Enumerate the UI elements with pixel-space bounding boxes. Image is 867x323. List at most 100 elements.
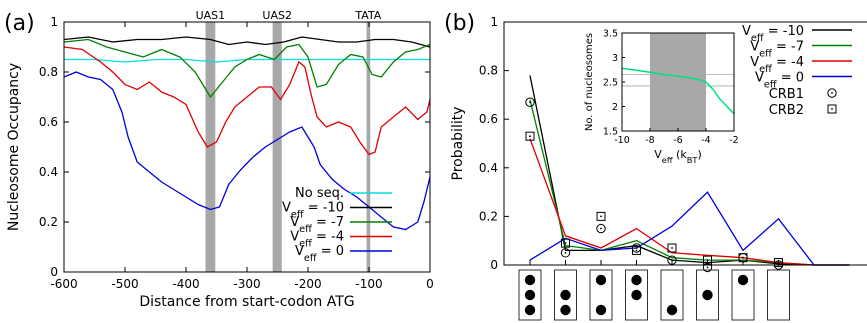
x-tick-label: -600 xyxy=(50,277,77,291)
marker-crb1-dot xyxy=(706,266,709,269)
marker-crb2-dot xyxy=(706,259,709,262)
panel-a: (a) UAS1 UAS2 TATA 0 0.2 0.4 0.6 0.8 1 -600 -500… xyxy=(4,9,434,310)
legend-label: Veff = -10 xyxy=(282,201,344,221)
marker-crb1-dot xyxy=(529,101,531,104)
marker-crb2 xyxy=(738,253,748,263)
panel-a-y-axis-label: Nucleosome Occupancy xyxy=(6,63,22,231)
legend-label: Veff = -4 xyxy=(750,55,804,75)
y-tick-label: 0.6 xyxy=(39,115,58,129)
legend-label: Veff = -10 xyxy=(742,24,804,44)
inset-y-tick-label: 3 xyxy=(612,53,618,64)
y-tick-label: 0 xyxy=(50,265,58,279)
series-line-1 xyxy=(63,36,431,48)
y-tick-label: 0 xyxy=(490,258,498,272)
y-tick-label: 1 xyxy=(490,15,498,29)
marker-crb1-dot xyxy=(635,247,638,249)
marker-crb2 xyxy=(667,243,677,253)
panel-b: (b) 0 0.2 0.4 0.6 0.8 1 Probability Veff = -1… xyxy=(444,11,867,321)
x-tick-label: -100 xyxy=(355,277,382,291)
legend-label: Veff = -4 xyxy=(290,230,344,250)
nucleosome-dot xyxy=(702,289,713,301)
legend-label: Veff = -7 xyxy=(290,215,344,235)
inset-y-tick-label: 2.5 xyxy=(603,78,618,89)
marker-crb1-dot xyxy=(600,227,602,230)
y-tick-label: 0.2 xyxy=(39,215,58,229)
inset-y-axis-label: No. of nucleosomes xyxy=(584,33,595,131)
inset-shaded-region xyxy=(650,33,706,131)
region-label-tata: TATA xyxy=(354,9,381,22)
panel-a-label: (a) xyxy=(4,11,35,36)
marker-crb2-dot xyxy=(600,215,602,218)
region-band-uas1 xyxy=(205,22,216,272)
marker-crb2 xyxy=(774,258,783,268)
marker-crb1 xyxy=(560,248,571,258)
panel-b-y-axis-label: Probability xyxy=(450,106,466,180)
marker-crb2-dot xyxy=(564,242,567,245)
marker-crb2 xyxy=(561,238,570,248)
series-line-4 xyxy=(63,71,431,231)
nucleosome-dot xyxy=(737,274,749,286)
legend-label: CRB2 xyxy=(769,103,804,118)
inset-x-tick-label: -6 xyxy=(673,135,682,146)
legend-label: Veff = -7 xyxy=(750,40,804,60)
panel-b-label: (b) xyxy=(444,11,475,36)
marker-crb2-dot xyxy=(742,256,744,259)
inset-y-tick-label: 3.5 xyxy=(603,29,618,40)
configuration-box xyxy=(589,269,613,321)
nucleosome-dot xyxy=(595,274,607,286)
inset-x-axis-label: Veff (kBT) xyxy=(654,148,701,165)
series-line-3 xyxy=(529,191,850,266)
marker-crb2 xyxy=(525,131,535,141)
y-tick-label: 0.8 xyxy=(39,65,58,79)
legend-marker-dot xyxy=(831,92,833,94)
nucleosome-dot xyxy=(524,304,536,316)
configuration-box xyxy=(518,269,542,321)
inset-series-line xyxy=(621,67,735,115)
x-tick-label: 0 xyxy=(426,277,434,291)
y-tick-label: 1 xyxy=(50,15,58,29)
nucleosome-dot xyxy=(560,304,571,316)
panel-b-plot-frame xyxy=(503,21,867,266)
legend-label: Veff = 0 xyxy=(295,244,344,264)
y-tick-label: 0.2 xyxy=(479,209,498,223)
inset-x-tick-label: -10 xyxy=(614,135,630,146)
configuration-box xyxy=(554,269,577,321)
configuration-box xyxy=(696,269,719,321)
x-tick-label: -500 xyxy=(111,277,138,291)
marker-crb2 xyxy=(632,245,641,255)
series-line-2 xyxy=(63,38,431,99)
configuration-box xyxy=(731,269,755,321)
inset-chart: 1.5 2 2.5 3 3.5 -10 -8 -6 -4 -2 Veff (kBT) No. of n… xyxy=(582,27,742,167)
y-tick-label: 0.4 xyxy=(39,165,58,179)
nucleosome-dot xyxy=(560,289,571,301)
inset-y-tick-label: 2 xyxy=(612,102,618,113)
legend-label: Veff = 0 xyxy=(755,71,804,91)
inset-x-tick-label: -8 xyxy=(645,135,654,146)
marker-crb1 xyxy=(525,97,535,107)
nucleosome-dot xyxy=(595,304,607,316)
legend-label: CRB1 xyxy=(769,87,804,102)
legend-marker xyxy=(827,104,837,114)
nucleosome-dot xyxy=(524,274,536,286)
panel-a-plot-frame xyxy=(63,21,431,273)
series-line-2 xyxy=(529,138,850,266)
series-line-3 xyxy=(63,46,431,156)
marker-crb1 xyxy=(667,255,677,265)
nucleosome-dot xyxy=(666,304,678,316)
marker-crb2-dot xyxy=(777,261,780,264)
inset-x-tick-label: -2 xyxy=(729,135,738,146)
legend-marker xyxy=(827,88,837,98)
nucleosome-dot xyxy=(524,289,536,301)
nucleosome-dot xyxy=(631,289,642,301)
region-label-uas2: UAS2 xyxy=(262,9,292,22)
marker-crb2-dot xyxy=(529,135,531,138)
panel-a-x-axis-label: Distance from start-codon ATG xyxy=(139,294,354,310)
marker-crb2-dot xyxy=(635,249,638,252)
region-band-tata xyxy=(366,22,371,272)
y-tick-label: 0.6 xyxy=(479,112,498,126)
x-tick-label: -300 xyxy=(233,277,260,291)
nucleosome-configurations xyxy=(518,269,790,321)
